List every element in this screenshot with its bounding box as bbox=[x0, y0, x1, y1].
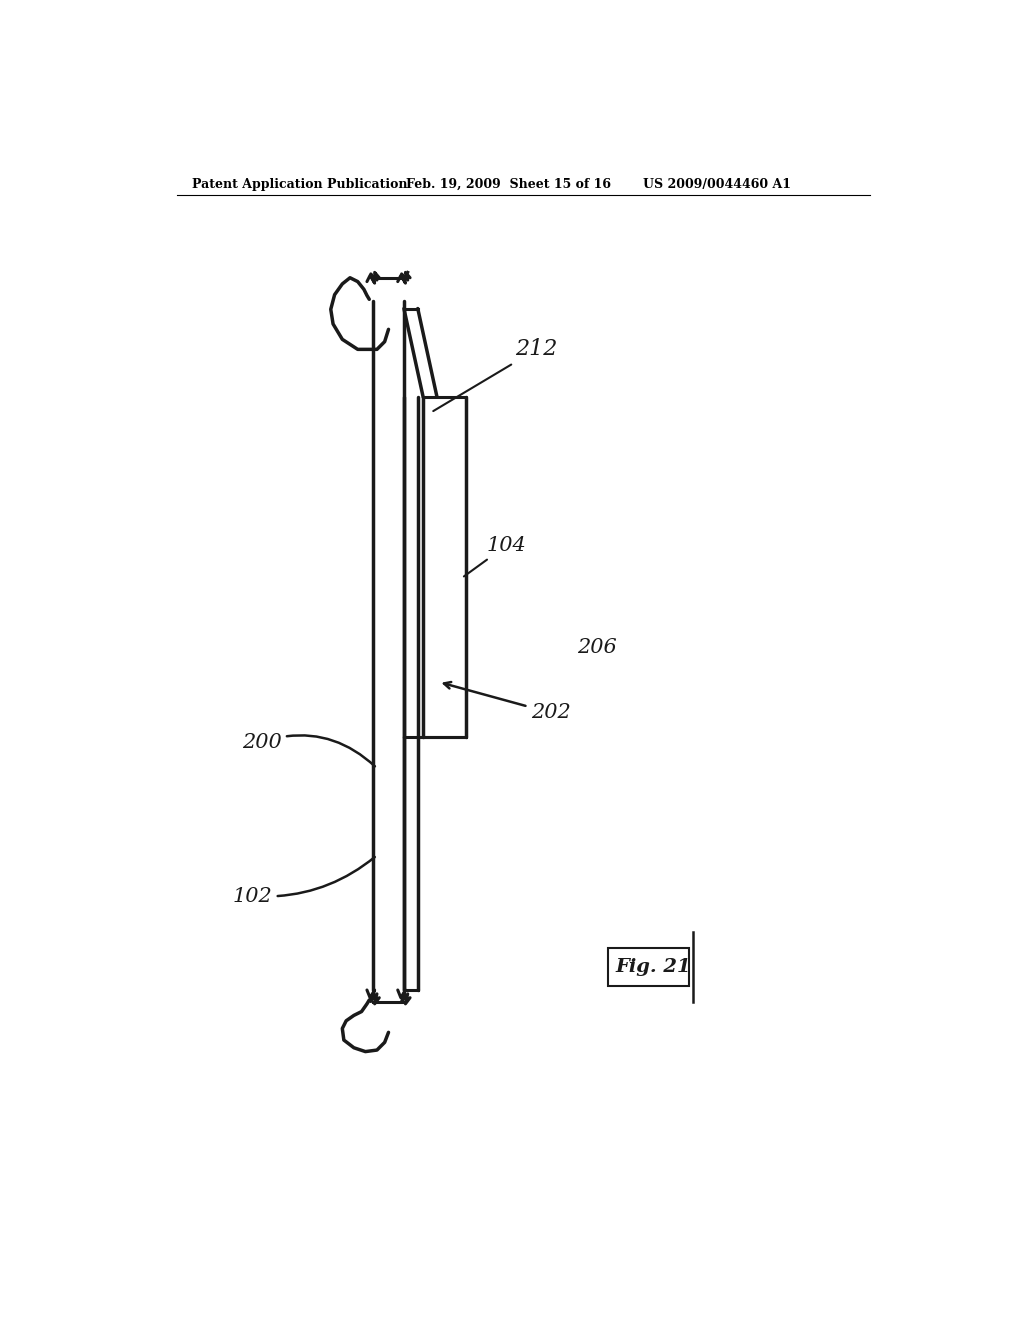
Text: Fig. 21: Fig. 21 bbox=[615, 958, 691, 975]
Text: US 2009/0044460 A1: US 2009/0044460 A1 bbox=[643, 178, 791, 190]
Text: 206: 206 bbox=[578, 638, 616, 657]
Text: Feb. 19, 2009  Sheet 15 of 16: Feb. 19, 2009 Sheet 15 of 16 bbox=[407, 178, 611, 190]
Text: 104: 104 bbox=[464, 536, 526, 577]
Text: Patent Application Publication: Patent Application Publication bbox=[193, 178, 408, 190]
Text: 102: 102 bbox=[232, 857, 375, 906]
Text: 212: 212 bbox=[433, 338, 558, 411]
Bar bbox=[608, 948, 689, 986]
Text: 202: 202 bbox=[444, 682, 570, 722]
Text: 200: 200 bbox=[242, 733, 375, 767]
